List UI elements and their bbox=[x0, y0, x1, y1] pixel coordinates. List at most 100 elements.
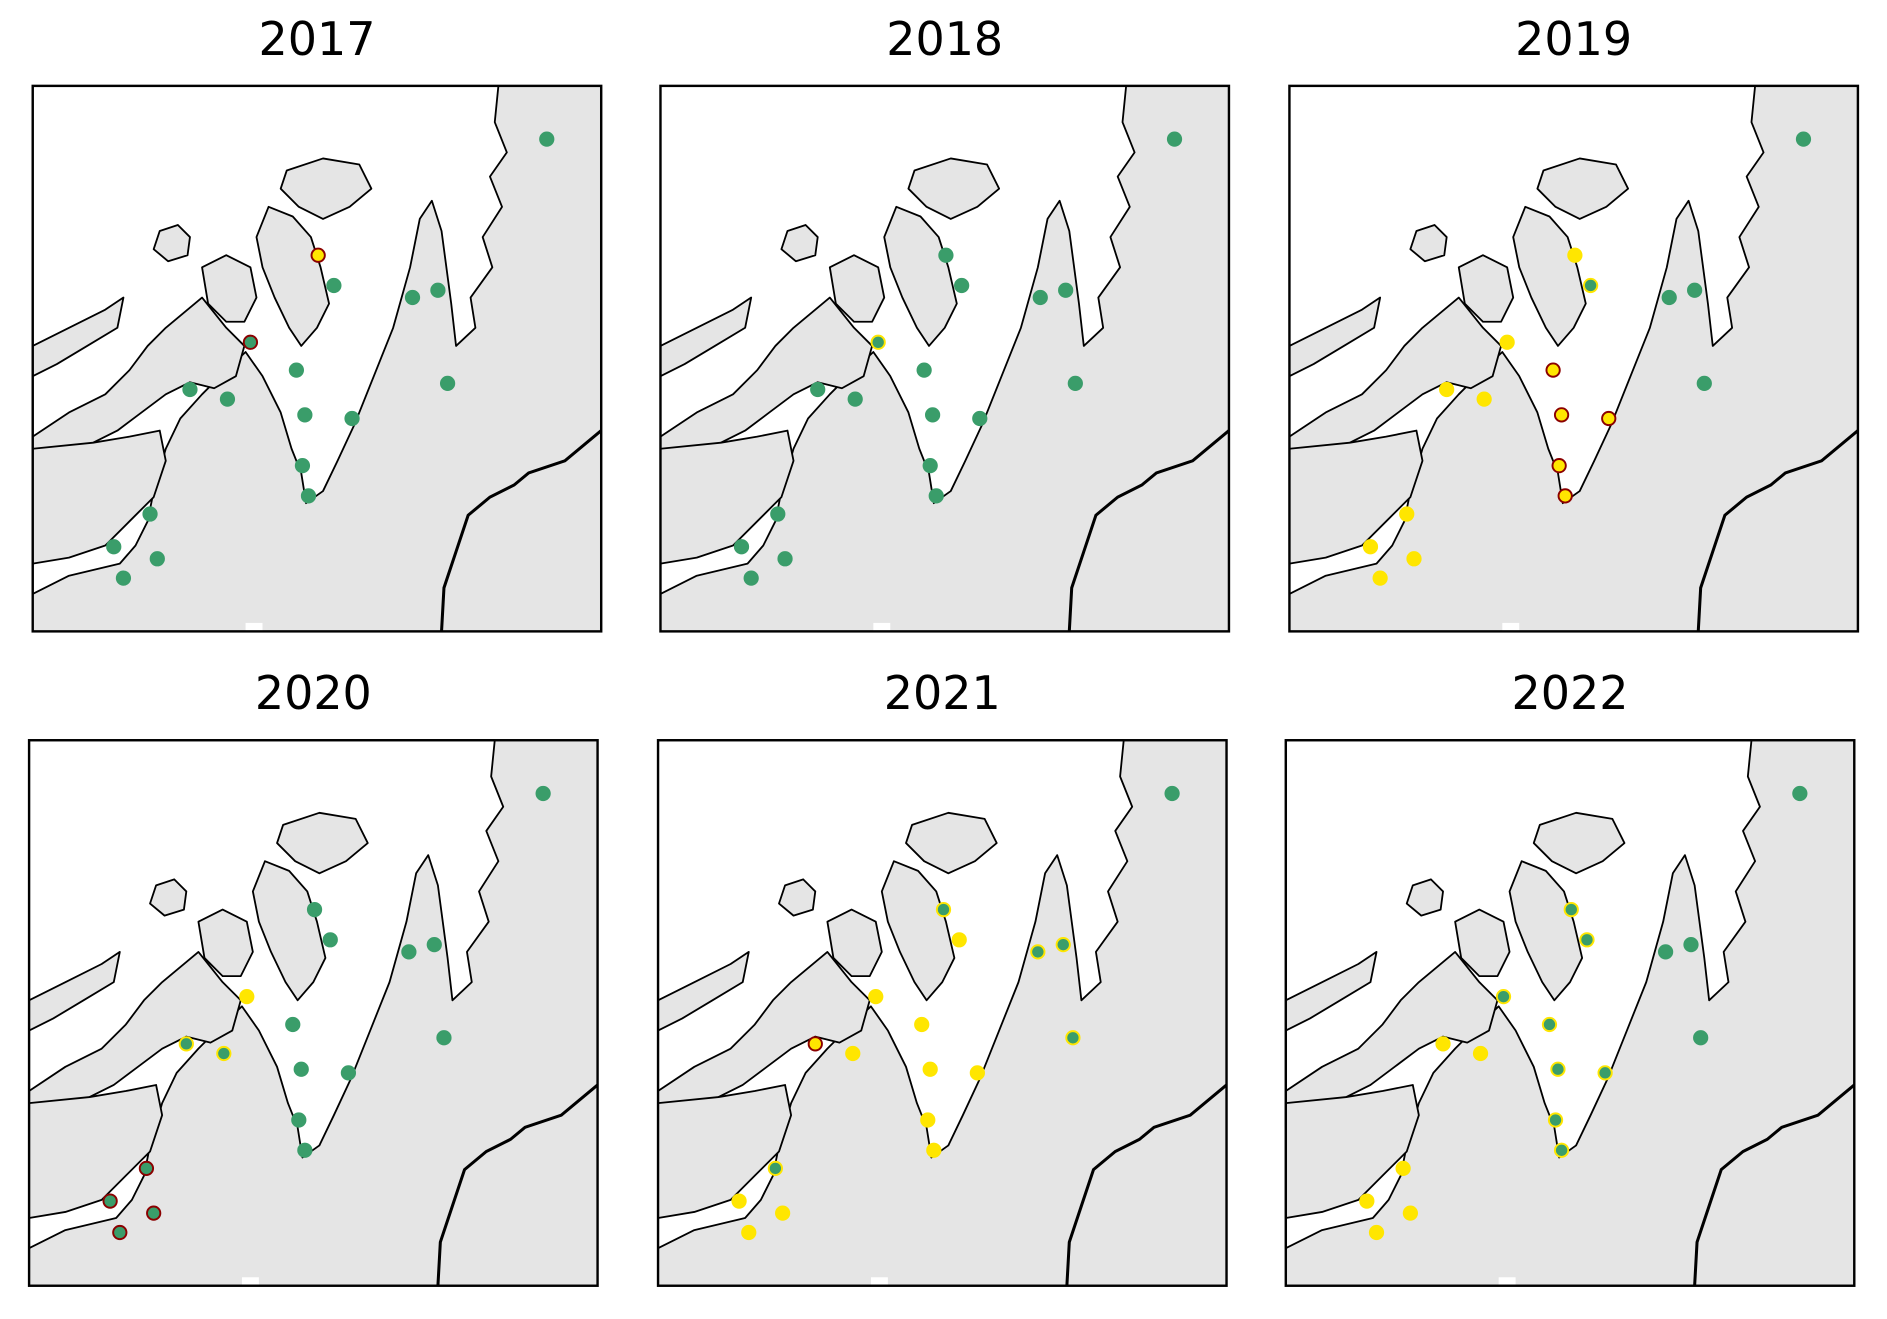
panel-title: 2017 bbox=[258, 12, 375, 66]
site-marker bbox=[951, 932, 967, 948]
site-marker bbox=[219, 391, 236, 407]
site-marker bbox=[1795, 131, 1812, 147]
site-marker bbox=[1372, 570, 1388, 586]
site-marker bbox=[288, 362, 305, 378]
site-marker bbox=[1601, 410, 1617, 427]
site-marker bbox=[1166, 131, 1183, 147]
site-marker bbox=[115, 570, 132, 586]
site-marker bbox=[938, 247, 954, 263]
panel-frame bbox=[27, 739, 599, 1287]
map-panel bbox=[1284, 738, 1856, 1288]
site-marker bbox=[293, 1061, 309, 1077]
site-marker bbox=[1435, 1036, 1451, 1052]
site-marker bbox=[1395, 1160, 1411, 1177]
site-marker bbox=[1362, 539, 1379, 555]
map-panel bbox=[31, 84, 603, 633]
site-marker bbox=[1359, 1193, 1375, 1209]
site-marker bbox=[539, 131, 555, 147]
site-marker bbox=[1545, 362, 1561, 378]
panel-title: 2020 bbox=[255, 666, 372, 720]
site-marker bbox=[112, 1224, 128, 1241]
site-marker bbox=[404, 289, 421, 306]
site-marker bbox=[928, 488, 944, 504]
site-marker bbox=[142, 506, 158, 522]
site-marker bbox=[1032, 289, 1048, 306]
site-marker bbox=[239, 989, 255, 1005]
site-marker bbox=[1499, 334, 1515, 350]
site-marker bbox=[935, 901, 952, 918]
site-marker bbox=[401, 944, 417, 960]
site-marker bbox=[1792, 785, 1808, 802]
site-marker bbox=[285, 1016, 301, 1033]
site-marker bbox=[810, 381, 826, 398]
site-marker bbox=[1553, 1142, 1570, 1158]
site-marker bbox=[1683, 937, 1699, 953]
panel-frame bbox=[1284, 739, 1856, 1287]
site-marker bbox=[733, 539, 750, 555]
site-marker bbox=[924, 407, 941, 423]
site-marker bbox=[294, 458, 311, 474]
site-marker bbox=[870, 334, 886, 350]
panel-title: 2021 bbox=[884, 666, 1001, 720]
site-marker bbox=[340, 1065, 357, 1081]
site-marker bbox=[178, 1036, 194, 1052]
site-marker bbox=[297, 407, 313, 423]
site-marker bbox=[242, 334, 259, 350]
map-panel bbox=[1287, 84, 1860, 633]
site-marker bbox=[1687, 282, 1703, 298]
site-marker bbox=[807, 1036, 823, 1052]
site-marker bbox=[1567, 247, 1583, 263]
site-marker bbox=[954, 277, 970, 294]
panel-title: 2018 bbox=[886, 12, 1003, 66]
site-marker bbox=[300, 488, 317, 504]
site-marker bbox=[1557, 488, 1573, 504]
site-marker bbox=[770, 506, 786, 522]
site-marker bbox=[310, 247, 326, 263]
site-marker bbox=[1563, 901, 1579, 918]
site-marker bbox=[1399, 506, 1415, 522]
site-marker bbox=[1553, 407, 1570, 423]
site-marker bbox=[743, 570, 759, 586]
site-marker bbox=[1164, 785, 1180, 802]
site-marker bbox=[969, 1065, 985, 1081]
site-marker bbox=[767, 1160, 783, 1177]
site-marker bbox=[845, 1045, 861, 1062]
site-marker bbox=[1065, 1030, 1081, 1046]
site-marker bbox=[149, 551, 165, 567]
panel-frame bbox=[656, 739, 1228, 1287]
site-marker bbox=[182, 381, 198, 398]
site-marker bbox=[439, 375, 456, 392]
site-marker bbox=[1661, 289, 1677, 306]
site-marker bbox=[1547, 1112, 1564, 1128]
site-marker bbox=[426, 937, 442, 953]
site-marker bbox=[1439, 381, 1455, 398]
site-marker bbox=[1579, 932, 1595, 948]
site-marker bbox=[777, 551, 793, 567]
panel-title: 2022 bbox=[1512, 666, 1629, 720]
panel-frame bbox=[31, 84, 603, 633]
site-marker bbox=[1055, 937, 1071, 953]
site-marker bbox=[741, 1224, 757, 1241]
site-marker bbox=[535, 785, 551, 802]
site-marker bbox=[1582, 277, 1599, 294]
site-marker bbox=[1406, 551, 1422, 567]
site-marker bbox=[297, 1142, 313, 1158]
site-marker bbox=[920, 1112, 936, 1128]
site-marker bbox=[1550, 1061, 1566, 1077]
site-marker bbox=[1476, 391, 1492, 407]
site-marker bbox=[138, 1160, 155, 1177]
site-marker bbox=[1597, 1065, 1613, 1081]
site-marker bbox=[972, 410, 988, 427]
site-marker bbox=[106, 539, 122, 555]
site-marker bbox=[1495, 989, 1512, 1005]
site-marker bbox=[1657, 944, 1674, 960]
site-marker bbox=[430, 282, 446, 298]
panel-frame bbox=[659, 84, 1231, 633]
site-marker bbox=[1368, 1224, 1385, 1241]
site-marker bbox=[1067, 375, 1083, 392]
site-marker bbox=[922, 458, 938, 474]
site-marker bbox=[916, 362, 932, 378]
map-panel bbox=[658, 84, 1231, 633]
panel-frame bbox=[1288, 84, 1860, 633]
